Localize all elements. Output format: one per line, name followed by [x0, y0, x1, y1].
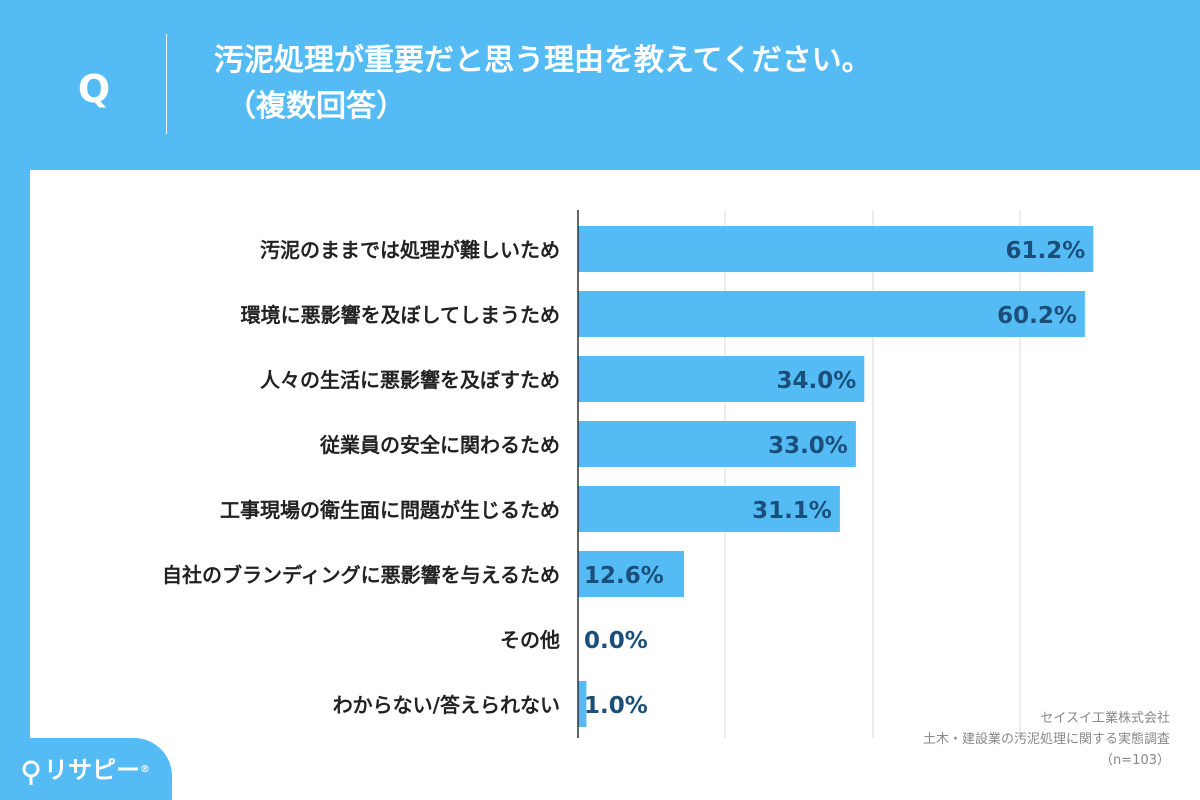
value-label: 61.2%: [1006, 238, 1086, 264]
question-title: 汚泥処理が重要だと思う理由を教えてください。 （複数回答）: [214, 38, 872, 130]
survey-credit: セイスイ工業株式会社 土木・建設業の汚泥処理に関する実態調査 （n=103）: [923, 708, 1170, 771]
brand-logo: リサピー®: [0, 738, 172, 800]
question-line-2: （複数回答）: [226, 89, 406, 124]
category-label: 従業員の安全に関わるため: [319, 433, 560, 457]
header-divider: [166, 34, 167, 134]
value-label: 33.0%: [768, 433, 848, 459]
question-line-1: 汚泥処理が重要だと思う理由を教えてください。: [214, 43, 872, 78]
value-label: 60.2%: [997, 303, 1077, 329]
category-label: 工事現場の衛生面に問題が生じるため: [220, 498, 560, 522]
bar: [578, 291, 1085, 337]
q-label: Q: [77, 67, 111, 111]
value-label: 31.1%: [752, 498, 832, 524]
category-label: 人々の生活に悪影響を及ぼすため: [260, 368, 560, 392]
bar: [578, 486, 840, 532]
category-label: わからない/答えられない: [333, 693, 560, 717]
location-pin-icon: [22, 760, 40, 785]
value-label: 12.6%: [584, 563, 664, 589]
bar: [578, 356, 865, 402]
bar-chart: 汚泥のままでは処理が難しいため 61.2% 環境に悪影響を及ぼしてしまうため 60.2…: [162, 210, 1094, 738]
credit-company: セイスイ工業株式会社: [1040, 711, 1170, 726]
logo-registered-mark: ®: [140, 764, 150, 775]
bar: [578, 421, 856, 467]
bar: [578, 226, 1094, 272]
credit-sample: （n=103）: [1100, 753, 1170, 768]
bar: [578, 681, 587, 727]
category-label: 自社のブランディングに悪影響を与えるため: [162, 563, 560, 587]
value-label: 1.0%: [584, 693, 648, 719]
category-label: その他: [500, 628, 560, 652]
bar: [578, 551, 685, 597]
category-label: 環境に悪影響を及ぼしてしまうため: [241, 303, 560, 327]
chart-panel: 汚泥のままでは処理が難しいため 61.2% 環境に悪影響を及ぼしてしまうため 60.2…: [30, 170, 1200, 800]
credit-survey: 土木・建設業の汚泥処理に関する実態調査: [922, 732, 1170, 747]
logo-text: リサピー®: [44, 754, 150, 786]
category-label: 汚泥のままでは処理が難しいため: [260, 238, 560, 262]
logo-wordmark: リサピー: [44, 756, 140, 784]
value-label: 34.0%: [776, 368, 856, 394]
value-label: 0.0%: [584, 628, 648, 654]
